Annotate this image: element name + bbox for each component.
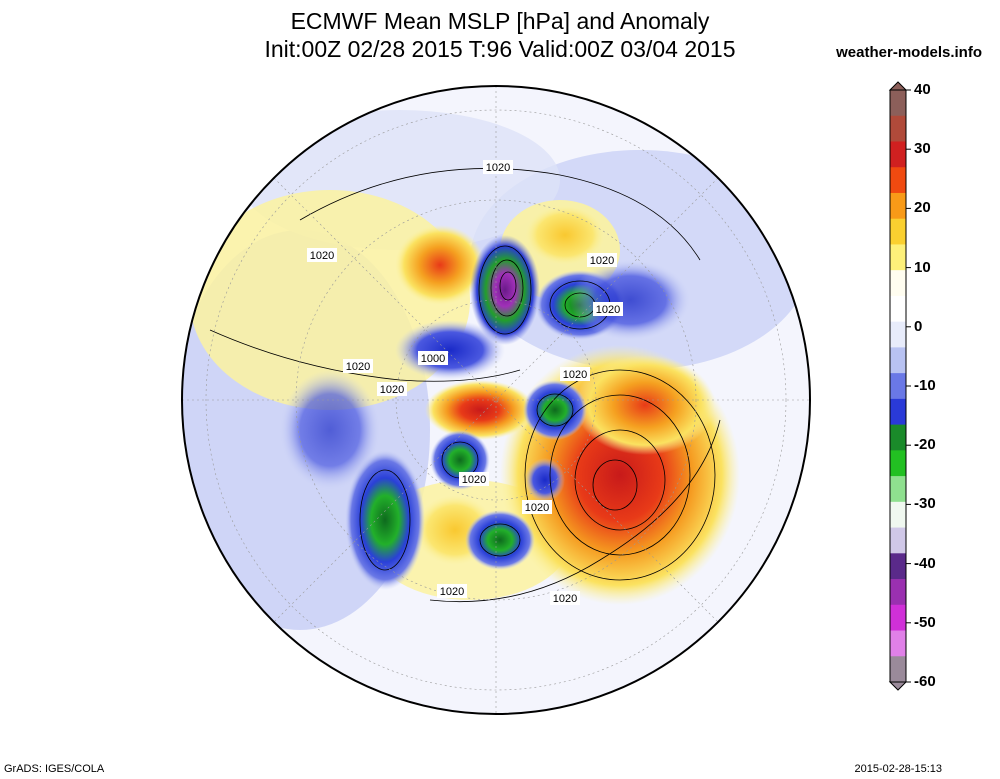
map-title: ECMWF Mean MSLP [hPa] and Anomaly <box>290 8 710 34</box>
contour-label: 1020 <box>483 160 513 174</box>
contour-label: 1000 <box>418 351 448 365</box>
contour-label: 1020 <box>550 591 580 605</box>
svg-text:1020: 1020 <box>525 502 549 514</box>
low-anomaly-south <box>465 510 535 570</box>
contour-label: 1020 <box>560 367 590 381</box>
svg-text:1020: 1020 <box>486 162 510 174</box>
colorbar-segment <box>890 373 906 400</box>
colorbar-segment <box>890 424 906 451</box>
colorbar-segment <box>890 167 906 194</box>
contour-label: 1020 <box>437 584 467 598</box>
footer-timestamp: 2015-02-28-15:13 <box>854 763 942 775</box>
colorbar-segment <box>890 476 906 503</box>
contour-label: 1020 <box>459 472 489 486</box>
low-anomaly-west <box>395 320 505 380</box>
colorbar-tick-label: 0 <box>914 317 923 335</box>
colorbar-segment <box>890 527 906 554</box>
contour-label: 1020 <box>593 302 623 316</box>
globe-outline <box>181 85 811 715</box>
high-anomaly-north <box>525 205 605 265</box>
low-anomaly-small <box>525 458 565 502</box>
low-anomaly-east <box>570 260 690 340</box>
colorbar-segment <box>890 347 906 374</box>
low-anomaly-far-west <box>280 370 380 490</box>
colorbar-segment <box>890 218 906 245</box>
contour-label: 1020 <box>522 500 552 514</box>
high-anomaly-north-lobe <box>575 355 715 455</box>
colorbar-tick-label: 40 <box>914 81 931 98</box>
colorbar-segment <box>890 501 906 529</box>
site-credit: weather-models.info <box>836 44 982 61</box>
colorbar-segment <box>890 579 906 606</box>
colorbar-segment <box>890 295 906 323</box>
low-anomaly-southwest <box>345 450 425 590</box>
colorbar-segment <box>890 321 906 348</box>
colorbar-segment <box>890 270 906 297</box>
svg-text:1020: 1020 <box>596 304 620 316</box>
svg-text:1020: 1020 <box>563 369 587 381</box>
contour-label: 1020 <box>343 359 373 373</box>
colorbar-segment <box>890 398 906 426</box>
graticule <box>182 86 810 714</box>
high-anomaly-center <box>425 380 535 440</box>
svg-text:1020: 1020 <box>553 593 577 605</box>
colorbar-segment <box>890 244 906 271</box>
globe-fields <box>182 86 810 714</box>
svg-text:1020: 1020 <box>590 255 614 267</box>
colorbar-tick-label: -60 <box>914 673 936 690</box>
isobar-lines <box>209 168 721 603</box>
colorbar-tick-label: -40 <box>914 554 936 572</box>
colorbar-tick-label: -30 <box>914 495 936 513</box>
colorbar <box>888 81 911 691</box>
map-subtitle: Init:00Z 02/28 2015 T:96 Valid:00Z 03/04… <box>264 36 736 62</box>
svg-text:1020: 1020 <box>440 586 464 598</box>
colorbar-arrow-top <box>888 81 908 91</box>
contour-labels: 1020 1020 1020 1020 1000 1020 1020 1020 … <box>307 160 623 605</box>
contour-label: 1020 <box>587 253 617 267</box>
colorbar-segment <box>890 115 906 142</box>
low-anomaly-center-east <box>523 380 587 440</box>
colorbar-segment <box>890 630 906 657</box>
colorbar-tick-label: 20 <box>914 199 931 217</box>
footer-credit: GrADS: IGES/COLA <box>4 763 105 775</box>
colorbar-tick-label: -50 <box>914 613 936 631</box>
contour-label: 1020 <box>307 248 337 262</box>
colorbar-segment <box>890 553 906 580</box>
colorbar-segment <box>890 192 906 220</box>
svg-text:1000: 1000 <box>421 353 445 365</box>
svg-text:1020: 1020 <box>380 384 404 396</box>
colorbar-tick-label: -20 <box>914 436 936 454</box>
colorbar-segment <box>890 90 906 117</box>
colorbar-tick-label: 30 <box>914 140 931 158</box>
colorbar-segment <box>890 604 906 632</box>
colorbar-segment <box>890 656 906 683</box>
colorbar-segment <box>890 450 906 477</box>
svg-text:1020: 1020 <box>310 250 334 262</box>
high-anomaly-northwest <box>395 225 485 305</box>
contour-label: 1020 <box>377 382 407 396</box>
low-anomaly-deep <box>470 235 540 345</box>
colorbar-tick-label: 10 <box>914 258 931 276</box>
svg-text:1020: 1020 <box>462 474 486 486</box>
colorbar-tick-label: -10 <box>914 377 936 394</box>
svg-text:1020: 1020 <box>346 361 370 373</box>
colorbar-arrow-bottom <box>888 681 908 691</box>
colorbar-segment <box>890 141 906 168</box>
